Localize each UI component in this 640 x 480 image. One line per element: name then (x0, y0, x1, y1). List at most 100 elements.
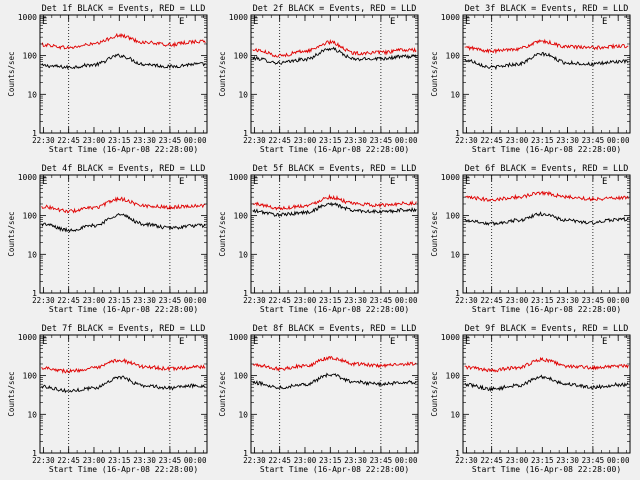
x-axis-title: Start Time (16-Apr-08 22:28:00) (260, 305, 409, 314)
x-tick-label: 22:45 (57, 296, 80, 305)
y-tick-label: 10 (27, 410, 37, 419)
x-tick-label: 22:30 (32, 296, 55, 305)
x-tick-label: 23:15 (531, 296, 554, 305)
x-tick-label: 23:45 (159, 296, 182, 305)
x-tick-label: 22:45 (480, 136, 503, 145)
events-trace (464, 211, 629, 227)
corner-mark-right: E (390, 17, 395, 27)
corner-mark-right: E (390, 177, 395, 187)
y-tick-label: 100 (23, 212, 38, 221)
plot-frame (39, 14, 208, 134)
events-trace (252, 201, 417, 217)
y-tick-label: 1 (32, 289, 37, 298)
x-tick-label: 22:30 (243, 136, 266, 145)
x-tick-label: 00:00 (184, 296, 207, 305)
chart-title: Det 5f BLACK = Events, RED = LLD (253, 164, 417, 174)
y-tick-label: 1 (243, 289, 248, 298)
x-tick-label: 23:30 (556, 136, 579, 145)
x-tick-label: 23:30 (344, 456, 367, 465)
plot-frame (250, 14, 419, 134)
corner-mark-right: E (179, 177, 184, 187)
events-trace (464, 51, 629, 71)
x-tick-label: 22:30 (32, 456, 55, 465)
events-trace (252, 372, 417, 390)
x-tick-label: 23:30 (344, 136, 367, 145)
chart-title: Det 2f BLACK = Events, RED = LLD (253, 4, 417, 14)
x-tick-label: 00:00 (395, 296, 418, 305)
events-trace (41, 213, 206, 233)
corner-mark-left: E (42, 337, 47, 347)
y-tick-label: 100 (446, 372, 461, 381)
chart-panel-7: Det 7f BLACK = Events, RED = LLD 1 10 100 10… (7, 324, 208, 474)
y-tick-label: 10 (27, 250, 37, 259)
y-tick-label: 10 (238, 250, 248, 259)
corner-mark-right: E (179, 337, 184, 347)
x-tick-label: 23:45 (159, 136, 182, 145)
y-tick-label: 1000 (229, 333, 248, 342)
y-tick-label: 100 (23, 52, 38, 61)
x-tick-label: 23:45 (370, 296, 393, 305)
y-tick-label: 1000 (229, 13, 248, 22)
events-trace (464, 374, 629, 393)
y-tick-label: 1000 (18, 13, 37, 22)
x-tick-label: 22:30 (455, 456, 478, 465)
chart-panel-2: Det 2f BLACK = Events, RED = LLD 1 10 100 10… (218, 4, 419, 154)
lld-trace (252, 355, 417, 372)
y-tick-label: 100 (446, 52, 461, 61)
events-trace (41, 375, 206, 394)
x-tick-label: 00:00 (607, 296, 630, 305)
corner-mark-right: E (602, 177, 607, 187)
x-tick-label: 23:00 (83, 296, 106, 305)
y-tick-label: 1 (455, 129, 460, 138)
x-axis-title: Start Time (16-Apr-08 22:28:00) (49, 465, 198, 474)
y-axis-title: Counts/sec (218, 371, 227, 416)
chart-panel-3: Det 3f BLACK = Events, RED = LLD 1 10 100 10… (430, 4, 631, 154)
y-tick-label: 1 (455, 289, 460, 298)
y-tick-label: 100 (234, 372, 249, 381)
chart-title: Det 9f BLACK = Events, RED = LLD (465, 324, 629, 334)
x-axis-title: Start Time (16-Apr-08 22:28:00) (472, 145, 621, 154)
chart-panel-4: Det 4f BLACK = Events, RED = LLD 1 10 100 10… (7, 164, 208, 314)
corner-mark-left: E (253, 17, 258, 27)
x-tick-label: 23:15 (108, 456, 131, 465)
corner-mark-left: E (253, 337, 258, 347)
plot-frame (462, 334, 631, 454)
y-tick-label: 100 (234, 52, 249, 61)
chart-title: Det 3f BLACK = Events, RED = LLD (465, 4, 629, 14)
lld-trace (252, 193, 417, 211)
x-tick-label: 22:30 (32, 136, 55, 145)
x-tick-label: 23:15 (531, 136, 554, 145)
corner-mark-left: E (465, 17, 470, 27)
x-tick-label: 23:15 (108, 296, 131, 305)
x-tick-label: 22:30 (243, 296, 266, 305)
x-tick-label: 00:00 (184, 136, 207, 145)
y-tick-label: 100 (446, 212, 461, 221)
x-tick-label: 22:30 (455, 296, 478, 305)
corner-mark-left: E (42, 17, 47, 27)
x-tick-label: 23:45 (370, 456, 393, 465)
y-tick-label: 1000 (18, 173, 37, 182)
chart-panel-1: Det 1f BLACK = Events, RED = LLD 1 10 100 10… (7, 4, 208, 154)
y-tick-label: 1 (243, 449, 248, 458)
y-tick-label: 100 (234, 212, 249, 221)
x-tick-label: 22:30 (455, 136, 478, 145)
x-tick-label: 23:45 (582, 296, 605, 305)
y-tick-label: 10 (238, 410, 248, 419)
corner-mark-right: E (602, 337, 607, 347)
y-axis-title: Counts/sec (7, 371, 16, 416)
events-trace (41, 53, 206, 70)
x-tick-label: 23:15 (319, 456, 342, 465)
y-tick-label: 1000 (229, 173, 248, 182)
y-tick-label: 1000 (441, 13, 460, 22)
plot-frame (39, 334, 208, 454)
x-tick-label: 22:45 (268, 456, 291, 465)
y-tick-label: 10 (450, 410, 460, 419)
x-tick-label: 22:45 (480, 296, 503, 305)
y-tick-label: 10 (238, 90, 248, 99)
plot-frame (250, 334, 419, 454)
chart-panel-6: Det 6f BLACK = Events, RED = LLD 1 10 100 10… (430, 164, 631, 314)
events-trace (252, 46, 417, 65)
x-tick-label: 23:30 (133, 136, 156, 145)
x-tick-label: 23:00 (506, 456, 529, 465)
x-tick-label: 23:00 (83, 136, 106, 145)
